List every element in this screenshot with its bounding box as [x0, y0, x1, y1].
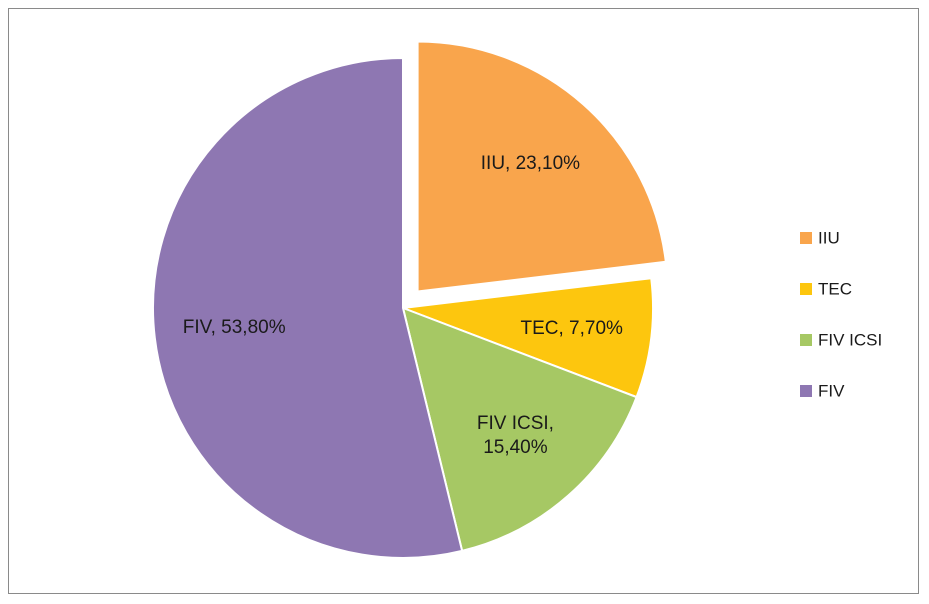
legend-swatch — [800, 283, 812, 295]
data-label: FIV ICSI, 15,40% — [476, 412, 554, 458]
legend-label: FIV ICSI — [818, 330, 882, 349]
legend-label: IIU — [818, 228, 840, 247]
pie-slice — [152, 56, 464, 559]
data-label: TEC, 7,70% — [520, 317, 623, 339]
pie-slice — [416, 40, 667, 293]
data-label: FIV, 53,80% — [182, 317, 286, 339]
legend-swatch — [800, 334, 812, 346]
legend-swatch — [800, 385, 812, 397]
legend-label: TEC — [818, 279, 852, 298]
legend-swatch — [800, 232, 812, 244]
pie-slice — [402, 277, 654, 399]
pie-slice — [401, 306, 638, 553]
chart-frame — [8, 8, 919, 594]
legend-label: FIV — [818, 381, 845, 400]
data-label: IIU, 23,10% — [480, 153, 581, 175]
